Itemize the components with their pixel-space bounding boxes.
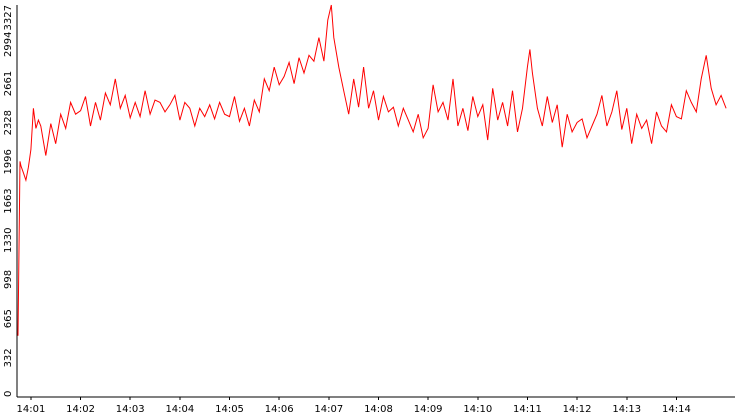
series-line <box>17 4 727 336</box>
y-tick-label: 2994 <box>3 32 14 57</box>
y-tick-label: 998 <box>3 270 14 289</box>
y-tick-label: 1330 <box>3 228 14 253</box>
x-tick-label: 14:10 <box>463 404 492 415</box>
x-axis-ticks <box>30 397 677 400</box>
x-tick-label: 14:03 <box>116 404 145 415</box>
y-tick-label: 1996 <box>3 149 14 174</box>
x-tick-label: 14:14 <box>662 404 691 415</box>
y-tick-label: 1663 <box>3 188 14 213</box>
x-tick-label: 14:05 <box>215 404 244 415</box>
y-tick-label: 3327 <box>3 5 14 30</box>
x-tick-label: 14:01 <box>16 404 45 415</box>
y-tick-label: 332 <box>3 348 14 367</box>
x-tick-label: 14:12 <box>563 404 592 415</box>
x-tick-label: 14:08 <box>364 404 393 415</box>
y-tick-label: 0 <box>3 391 14 397</box>
x-axis-labels: 14:01 14:02 14:03 14:04 14:05 14:06 14:07 14:08… <box>16 404 690 415</box>
y-axis-labels: 0 332 665 998 1330 1663 1996 2328 2661 2994 3327 <box>3 5 14 397</box>
y-tick-label: 2328 <box>3 110 14 135</box>
x-tick-label: 14:07 <box>314 404 343 415</box>
x-tick-label: 14:11 <box>513 404 542 415</box>
x-tick-label: 14:13 <box>612 404 641 415</box>
y-tick-label: 2661 <box>3 71 14 96</box>
y-tick-label: 665 <box>3 309 14 328</box>
x-tick-label: 14:02 <box>66 404 95 415</box>
x-tick-label: 14:04 <box>165 404 194 415</box>
x-tick-label: 14:09 <box>414 404 443 415</box>
x-tick-label: 14:06 <box>265 404 294 415</box>
